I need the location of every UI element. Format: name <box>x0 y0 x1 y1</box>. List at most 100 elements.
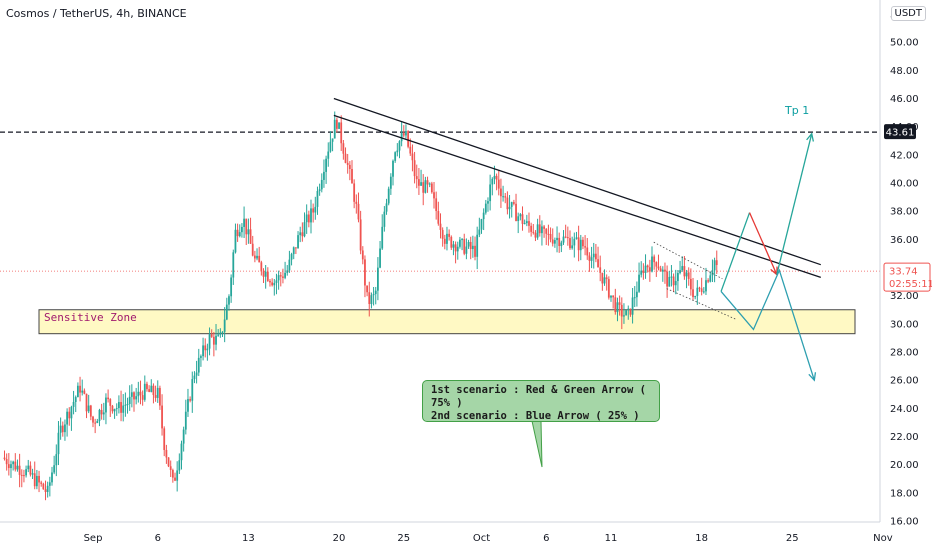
candle-body <box>528 221 530 226</box>
candle-body <box>461 239 463 241</box>
candle-body <box>674 281 677 286</box>
candle-body <box>191 379 194 401</box>
target-level-value: 43.61 <box>886 128 915 139</box>
candle-body <box>180 443 183 461</box>
candle-body <box>657 266 660 269</box>
chart-title: Cosmos / TetherUS, 4h, BINANCE <box>6 7 187 20</box>
candle-body <box>323 171 325 180</box>
candle-body <box>152 385 155 396</box>
candle-body <box>107 397 110 400</box>
candle-body <box>72 401 75 407</box>
candle-body <box>282 276 284 278</box>
candle-body <box>159 387 161 406</box>
sensitive-zone <box>38 309 856 335</box>
x-axis[interactable]: Sep 6 13 20 25 Oct 6 11 18 25 Nov <box>0 521 893 544</box>
candle-body <box>122 405 125 413</box>
candle-body <box>325 158 327 172</box>
candle-body <box>579 239 582 251</box>
candle-body <box>603 277 606 284</box>
candle-body <box>420 182 422 186</box>
candle-body <box>659 268 662 272</box>
y-tick-label: 30.00 <box>890 319 919 330</box>
candle-body <box>87 405 90 412</box>
y-tick-label: 36.00 <box>890 235 919 246</box>
candle-body <box>698 287 701 289</box>
candle-body <box>713 260 716 271</box>
candle-body <box>560 242 563 247</box>
candle-body <box>331 138 334 142</box>
candle-body <box>638 274 640 292</box>
candle-body <box>517 216 520 222</box>
candle-body <box>409 146 412 154</box>
candle-body <box>353 183 356 202</box>
x-tick-label: 11 <box>605 533 618 544</box>
candle-body <box>135 396 138 400</box>
candle-body <box>29 465 32 475</box>
y-tick-label: 38.00 <box>890 207 919 218</box>
candle-body <box>137 391 140 397</box>
candle-body <box>379 248 381 268</box>
candle-body <box>204 345 207 351</box>
candle-body <box>469 241 472 250</box>
candle-body <box>215 335 217 345</box>
candle-body <box>616 302 619 313</box>
candle-body <box>489 184 492 202</box>
candle-body <box>482 212 485 220</box>
candle-body <box>465 246 468 254</box>
y-tick-label: 26.00 <box>890 376 919 387</box>
currency-button[interactable]: USDT <box>890 6 926 21</box>
candle-body <box>478 229 481 235</box>
candle-body <box>368 292 371 305</box>
candle-body <box>547 233 550 235</box>
candle-body <box>512 202 515 204</box>
candle-body <box>491 178 494 185</box>
candle-body <box>243 218 245 227</box>
candle-body <box>253 255 256 259</box>
candle-body <box>474 245 476 257</box>
y-tick-label: 46.00 <box>890 94 919 105</box>
candle-body <box>610 295 612 298</box>
candle-body <box>230 277 233 297</box>
candle-body <box>217 334 220 336</box>
candle-body <box>521 214 524 224</box>
candle-body <box>476 234 479 257</box>
candle-body <box>459 239 461 247</box>
candle-body <box>502 196 504 198</box>
candle-body <box>286 270 289 273</box>
candle-body <box>402 133 405 136</box>
y-tick-label: 48.00 <box>890 66 919 77</box>
candle-body <box>344 153 347 163</box>
candle-body <box>221 331 224 333</box>
candle-body <box>292 247 295 255</box>
tp1-label: Tp 1 <box>785 104 810 117</box>
candle-body <box>193 375 196 380</box>
candle-body <box>200 356 202 358</box>
candle-body <box>612 295 615 298</box>
candle-body <box>443 238 446 244</box>
candle-body <box>70 406 73 419</box>
candle-body <box>35 475 38 487</box>
candle-body <box>299 232 302 236</box>
candle-body <box>549 234 552 240</box>
candle-body <box>683 266 686 277</box>
candle-body <box>620 304 623 317</box>
candle-body <box>5 459 8 465</box>
candle-body <box>601 272 604 284</box>
candle-body <box>346 162 349 165</box>
candle-body <box>670 276 673 278</box>
x-tick-label: Nov <box>873 533 893 544</box>
candle-body <box>163 428 166 450</box>
candle-body <box>102 412 105 415</box>
candle-body <box>575 237 578 239</box>
candle-body <box>174 477 176 481</box>
candle-body <box>450 236 453 248</box>
candle-body <box>577 237 580 251</box>
x-tick-label: 18 <box>695 533 708 544</box>
candle-body <box>89 405 92 417</box>
candle-body <box>10 464 12 469</box>
candle-body <box>273 282 276 286</box>
candle-body <box>316 190 319 207</box>
candle-body <box>143 383 146 400</box>
